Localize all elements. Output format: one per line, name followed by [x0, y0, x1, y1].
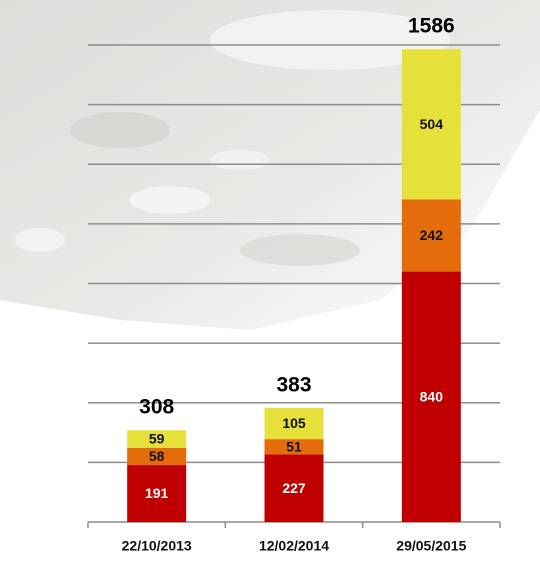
bar-total-label: 1586 [408, 15, 455, 38]
bar-segment-label: 504 [420, 116, 444, 132]
bar-segment-label: 191 [145, 485, 169, 501]
x-tick-label: 29/05/2015 [396, 538, 466, 554]
bar-total-label: 308 [139, 396, 174, 419]
bar-segment-label: 105 [282, 415, 306, 431]
bar-segment-label: 227 [282, 480, 306, 496]
bar-total-label: 383 [276, 373, 311, 396]
bar-segment-label: 242 [420, 227, 444, 243]
bar-segment-label: 840 [420, 388, 444, 404]
bar-segment-label: 51 [286, 438, 302, 454]
bar-segment-label: 59 [149, 431, 165, 447]
chart: 191 5859 308 22/10/2013 227 51 105 383 12/02/201… [0, 0, 540, 563]
x-tick-label: 22/10/2013 [122, 538, 192, 554]
x-tick-label: 12/02/2014 [259, 538, 329, 554]
bar-segment-label: 58 [149, 448, 165, 464]
